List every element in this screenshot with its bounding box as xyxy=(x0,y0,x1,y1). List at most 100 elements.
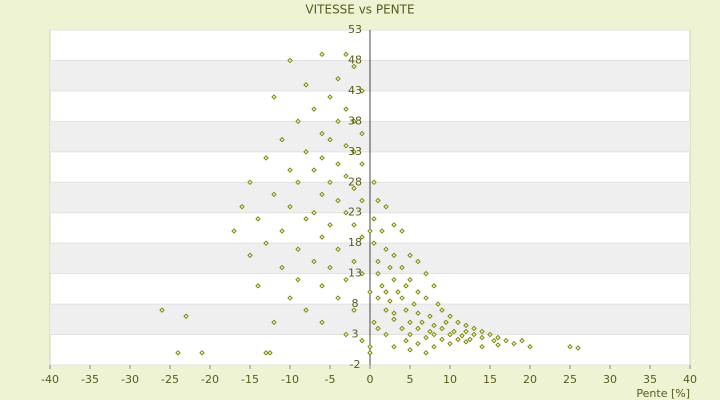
x-tick-label: -15 xyxy=(241,373,259,386)
point xyxy=(463,328,469,335)
point xyxy=(407,252,413,259)
point xyxy=(295,246,301,252)
point xyxy=(199,350,205,356)
x-tick-label: 40 xyxy=(683,373,697,386)
point xyxy=(431,283,437,289)
point xyxy=(319,234,325,240)
point xyxy=(407,331,413,338)
point xyxy=(407,347,413,353)
y-tick-label: -2 xyxy=(350,358,361,371)
point xyxy=(371,319,377,326)
point xyxy=(359,130,365,137)
x-axis-title: Pente [%] xyxy=(636,387,690,400)
point xyxy=(319,283,325,289)
point xyxy=(415,258,421,265)
point xyxy=(427,313,433,319)
point xyxy=(343,51,349,58)
point xyxy=(343,173,349,179)
x-tick-label: -25 xyxy=(161,373,179,386)
x-tick-label: -35 xyxy=(81,373,99,386)
point xyxy=(431,331,437,338)
point xyxy=(239,203,245,210)
point xyxy=(295,179,301,185)
x-tick-label: -20 xyxy=(201,373,219,386)
point xyxy=(391,316,397,323)
point xyxy=(467,336,473,343)
point xyxy=(279,136,285,143)
x-tick-label: 0 xyxy=(367,373,374,386)
point xyxy=(303,307,309,313)
point xyxy=(287,57,293,64)
point xyxy=(447,331,453,338)
point xyxy=(447,340,453,347)
x-tick-label: 10 xyxy=(443,373,457,386)
point xyxy=(379,283,385,289)
point xyxy=(403,337,409,344)
point xyxy=(159,307,165,313)
point xyxy=(343,106,349,112)
point xyxy=(575,345,581,351)
y-tick-label: 33 xyxy=(348,145,362,158)
point xyxy=(335,197,341,204)
point xyxy=(343,143,349,149)
point xyxy=(459,333,465,339)
x-tick-label: 20 xyxy=(523,373,537,386)
point xyxy=(371,216,377,222)
point xyxy=(399,295,405,301)
x-tick-label: 35 xyxy=(643,373,657,386)
point xyxy=(255,283,261,289)
point xyxy=(319,51,325,58)
point xyxy=(335,118,341,125)
point xyxy=(455,319,461,326)
point xyxy=(351,222,357,228)
point xyxy=(447,313,453,319)
point xyxy=(375,325,381,332)
point xyxy=(423,270,429,277)
point xyxy=(375,258,381,265)
point xyxy=(511,340,517,347)
point xyxy=(287,167,293,173)
point xyxy=(311,167,317,173)
point xyxy=(279,228,285,234)
point xyxy=(271,94,277,100)
point xyxy=(423,295,429,301)
point xyxy=(463,339,469,345)
point xyxy=(407,319,413,326)
x-tick-label: 25 xyxy=(563,373,577,386)
point xyxy=(419,319,425,326)
point xyxy=(175,350,181,356)
y-tick-label: 48 xyxy=(348,53,362,66)
point xyxy=(359,88,365,94)
point xyxy=(263,240,269,246)
point xyxy=(335,161,341,167)
point xyxy=(343,210,349,216)
point xyxy=(567,344,573,350)
point xyxy=(375,270,381,277)
point xyxy=(295,277,301,283)
point xyxy=(311,106,317,112)
y-tick-label: 13 xyxy=(348,267,362,280)
x-tick-label: 30 xyxy=(603,373,617,386)
y-tick-label: 28 xyxy=(348,175,362,188)
point xyxy=(471,325,477,332)
point xyxy=(367,344,373,350)
point xyxy=(383,203,389,210)
point xyxy=(399,228,405,234)
point xyxy=(371,240,377,246)
y-tick-label: 43 xyxy=(348,84,362,97)
point xyxy=(295,118,301,125)
point xyxy=(351,185,357,192)
point xyxy=(351,149,357,155)
point xyxy=(519,337,525,344)
point xyxy=(487,331,493,338)
point xyxy=(391,344,397,350)
point xyxy=(439,307,445,313)
point xyxy=(351,258,357,265)
point xyxy=(403,283,409,289)
point xyxy=(383,331,389,338)
point xyxy=(367,350,373,356)
y-tick-label: 8 xyxy=(352,297,359,310)
point xyxy=(391,252,397,259)
point xyxy=(439,325,445,332)
